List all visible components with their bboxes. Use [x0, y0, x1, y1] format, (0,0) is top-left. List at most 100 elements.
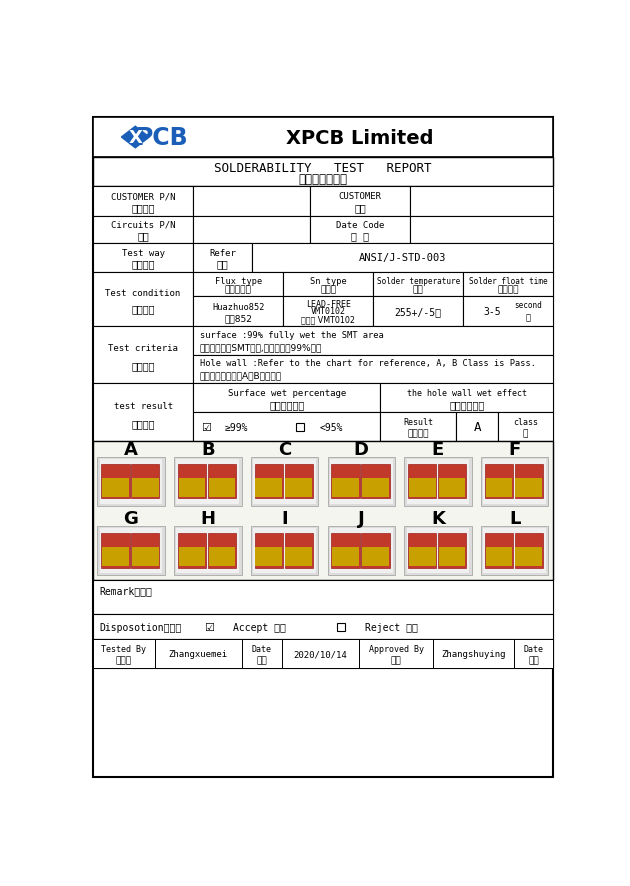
Bar	[93, 326, 193, 384]
Text: Refer: Refer	[209, 248, 236, 257]
Bar	[98, 526, 165, 576]
Text: 锡种类: 锡种类	[320, 285, 336, 294]
Text: Flux type: Flux type	[215, 276, 262, 285]
Bar	[193, 355, 553, 384]
Bar	[498, 413, 553, 441]
Text: 255+/-5℃: 255+/-5℃	[395, 307, 442, 316]
Bar	[255, 533, 283, 568]
Bar	[337, 623, 345, 631]
Text: B: B	[201, 440, 215, 458]
Bar	[93, 640, 155, 669]
Bar	[284, 297, 373, 326]
Bar	[93, 273, 193, 326]
Bar	[332, 548, 359, 566]
Bar	[485, 464, 513, 499]
Text: 华卓852: 华卓852	[224, 314, 253, 323]
Text: A: A	[473, 421, 481, 434]
Bar	[409, 548, 435, 566]
Bar	[514, 640, 553, 669]
Text: Tested By: Tested By	[101, 644, 146, 654]
Bar	[328, 526, 395, 576]
Text: 测试方法: 测试方法	[131, 260, 155, 269]
Bar	[193, 413, 381, 441]
Text: Approved By: Approved By	[369, 644, 423, 654]
Bar	[93, 158, 553, 187]
Text: ☑: ☑	[204, 622, 214, 632]
Bar	[102, 548, 129, 566]
Text: 锡温: 锡温	[413, 285, 423, 294]
Bar	[253, 459, 316, 504]
Text: class: class	[513, 418, 538, 427]
Bar	[93, 441, 553, 580]
Text: 无铅锡 VMT0102: 无铅锡 VMT0102	[301, 315, 355, 324]
Text: ANSI/J-STD-003: ANSI/J-STD-003	[358, 253, 446, 263]
Text: Reject 拒收: Reject 拒收	[365, 622, 418, 632]
Bar	[332, 478, 359, 497]
Text: 检查员: 检查员	[116, 656, 132, 664]
Text: 参考: 参考	[217, 260, 229, 269]
Text: 秒: 秒	[525, 313, 530, 322]
Bar	[483, 529, 546, 573]
Bar	[176, 459, 239, 504]
Text: second: second	[514, 300, 542, 309]
Text: Date: Date	[251, 644, 272, 654]
Bar	[132, 478, 159, 497]
Bar	[179, 478, 205, 497]
Bar	[285, 533, 313, 568]
Bar	[100, 459, 163, 504]
Text: F: F	[508, 440, 521, 458]
Bar	[515, 548, 542, 566]
Bar	[193, 244, 251, 273]
Text: E: E	[432, 440, 444, 458]
Bar	[93, 580, 553, 615]
Bar	[93, 615, 553, 640]
Bar	[93, 118, 553, 158]
Text: PCB: PCB	[136, 126, 189, 150]
Bar	[406, 529, 469, 573]
Text: 3-5: 3-5	[483, 307, 501, 316]
Text: ≥99%: ≥99%	[224, 423, 248, 432]
Bar	[411, 216, 553, 244]
Bar	[285, 548, 312, 566]
Text: 板面：主要指SMT焊盘,润湿面积为99%以上: 板面：主要指SMT焊盘,润湿面积为99%以上	[200, 343, 322, 352]
Text: ☑: ☑	[201, 423, 211, 432]
Text: LEAD-FREE: LEAD-FREE	[306, 299, 351, 308]
Bar	[310, 187, 411, 216]
Bar	[209, 478, 235, 497]
Bar	[361, 533, 389, 568]
Bar	[255, 548, 282, 566]
Text: 级: 级	[523, 429, 528, 438]
Bar	[481, 457, 548, 506]
Bar	[174, 526, 241, 576]
Bar	[241, 640, 282, 669]
Bar	[193, 216, 310, 244]
Bar	[284, 273, 373, 297]
Text: the hole wall wet effect: the hole wall wet effect	[407, 389, 527, 398]
Text: Sn type: Sn type	[310, 276, 346, 285]
Text: 孔壁上锡效果: 孔壁上锡效果	[449, 400, 484, 409]
Text: Solder temperature: Solder temperature	[377, 276, 460, 285]
Bar	[101, 533, 130, 568]
Bar	[253, 529, 316, 573]
Polygon shape	[122, 127, 149, 149]
Text: 测试标准: 测试标准	[131, 361, 155, 370]
Bar	[373, 273, 463, 297]
Bar	[361, 464, 389, 499]
Bar	[310, 216, 411, 244]
Text: Test criteria: Test criteria	[108, 344, 178, 353]
Bar	[411, 187, 553, 216]
Bar	[463, 273, 553, 297]
Bar	[433, 640, 514, 669]
Bar	[463, 297, 553, 326]
Text: 日期: 日期	[529, 656, 539, 664]
Bar	[155, 640, 241, 669]
Text: CUSTOMER P/N: CUSTOMER P/N	[111, 192, 175, 201]
Text: 审核: 审核	[391, 656, 401, 664]
Text: Disposotion评定：: Disposotion评定：	[99, 622, 181, 632]
Bar	[132, 548, 159, 566]
Bar	[328, 457, 395, 506]
Text: XPCB Limited: XPCB Limited	[286, 128, 433, 147]
Bar	[515, 478, 542, 497]
Bar	[486, 478, 512, 497]
Bar	[193, 187, 310, 216]
